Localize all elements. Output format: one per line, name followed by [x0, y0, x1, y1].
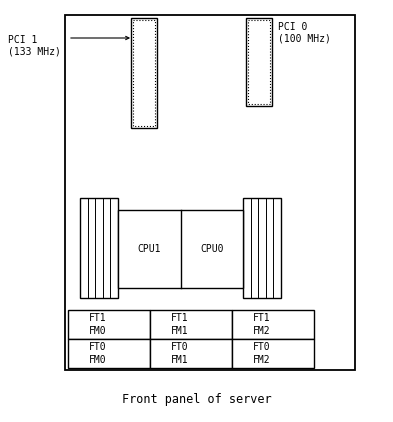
Bar [150, 339, 232, 368]
Bar [118, 210, 243, 288]
Text: CPU1: CPU1 [138, 244, 161, 254]
Text: CPU0: CPU0 [200, 244, 224, 254]
Text: FT0
FM1: FT0 FM1 [171, 342, 188, 365]
Bar [243, 198, 281, 298]
Bar [80, 198, 118, 298]
Text: FT1
FM0: FT1 FM0 [88, 313, 106, 336]
Bar [65, 15, 355, 370]
Bar [68, 310, 150, 339]
Text: Front panel of server: Front panel of server [122, 393, 272, 406]
Text: FT0
FM2: FT0 FM2 [252, 342, 270, 365]
Bar [232, 339, 314, 368]
Bar [131, 18, 157, 128]
Text: PCI 0
(100 MHz): PCI 0 (100 MHz) [278, 22, 331, 43]
Bar [133, 20, 155, 126]
Bar [248, 20, 270, 104]
Bar [150, 310, 232, 339]
Bar [246, 18, 272, 106]
Text: FT1
FM1: FT1 FM1 [171, 313, 188, 336]
Text: FT0
FM0: FT0 FM0 [88, 342, 106, 365]
Bar [232, 310, 314, 339]
Bar [68, 339, 150, 368]
Text: FT1
FM2: FT1 FM2 [252, 313, 270, 336]
Text: PCI 1
(133 MHz): PCI 1 (133 MHz) [8, 35, 61, 57]
